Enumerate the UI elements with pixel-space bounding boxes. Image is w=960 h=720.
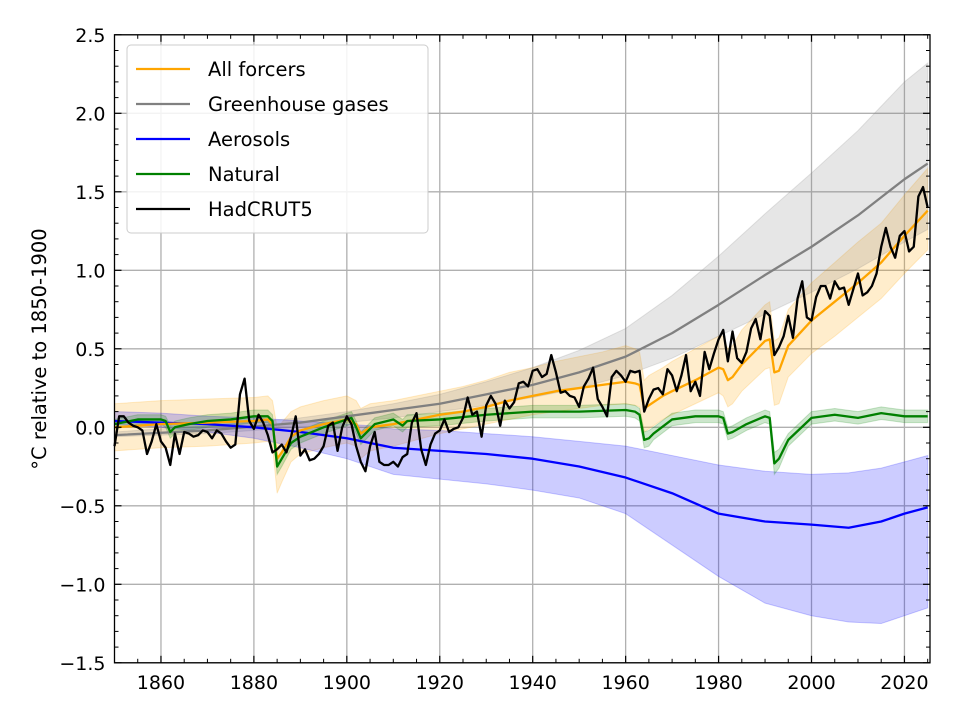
x-tick-label: 1960 [601, 672, 649, 694]
hadcrut5-line [113, 185, 929, 473]
y-tick-label: 0.0 [75, 417, 105, 439]
legend-label-natural: Natural [208, 163, 280, 186]
y-tick-label: 2.0 [75, 103, 105, 125]
y-tick-label: −1.5 [59, 653, 105, 675]
y-tick-label: −0.5 [59, 496, 105, 518]
x-tick-label: 2000 [787, 672, 835, 694]
greenhouse-gases-line [114, 162, 929, 437]
legend: All forcers Greenhouse gases Aerosols Natur… [126, 44, 429, 234]
legend-box [126, 44, 429, 234]
aerosols-band [114, 411, 929, 625]
x-tick-label: 1880 [230, 672, 278, 694]
x-tick-label: 1980 [694, 672, 742, 694]
y-tick-label: −1.0 [59, 574, 105, 596]
tick-labels: 1860 1880 1900 1920 1940 1960 1980 2000 2020 −1.5… [59, 25, 928, 694]
series-lines [113, 162, 929, 529]
greenhouse-gases-band [114, 62, 929, 438]
legend-label-greenhouse-gases: Greenhouse gases [208, 93, 389, 116]
all-forcers-band [114, 166, 929, 494]
natural-line [114, 408, 928, 468]
x-tick-label: 1940 [509, 672, 557, 694]
y-axis-label: °C relative to 1850-1900 [28, 228, 51, 469]
legend-label-all-forcers: All forcers [208, 58, 306, 81]
x-tick-label: 2020 [880, 672, 928, 694]
y-tick-label: 1.5 [75, 182, 105, 204]
y-tick-label: 0.5 [75, 339, 105, 361]
x-tick-label: 1900 [323, 672, 371, 694]
x-tick-label: 1860 [137, 672, 185, 694]
aerosols-line [114, 419, 928, 529]
ticks [114, 34, 930, 664]
y-tick-label: 1.0 [75, 260, 105, 282]
x-tick-label: 1920 [416, 672, 464, 694]
legend-label-aerosols: Aerosols [208, 128, 290, 151]
legend-label-hadcrut5: HadCRUT5 [208, 198, 313, 221]
y-tick-label: 2.5 [75, 25, 105, 47]
